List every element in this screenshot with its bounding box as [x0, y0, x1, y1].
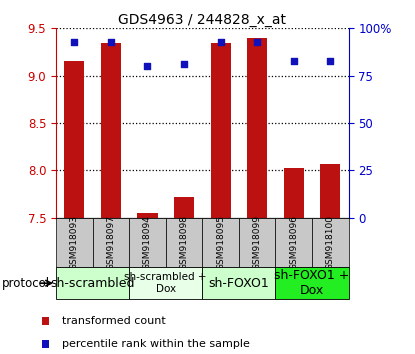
Bar: [312, 218, 349, 267]
Bar: [137, 213, 158, 218]
Text: GSM918093: GSM918093: [70, 215, 79, 270]
Bar: [276, 267, 349, 299]
Bar: [101, 42, 121, 218]
Bar: [174, 197, 194, 218]
Point: [254, 39, 261, 44]
Text: sh-FOXO1: sh-FOXO1: [208, 277, 269, 290]
Bar: [210, 42, 231, 218]
Text: GSM918098: GSM918098: [180, 215, 188, 270]
Bar: [166, 218, 203, 267]
Bar: [239, 218, 276, 267]
Bar: [320, 164, 340, 218]
Text: GSM918099: GSM918099: [253, 215, 262, 270]
Point: [71, 39, 78, 44]
Text: GSM918095: GSM918095: [216, 215, 225, 270]
Bar: [56, 218, 93, 267]
Text: sh-scrambled: sh-scrambled: [50, 277, 135, 290]
Text: GSM918094: GSM918094: [143, 215, 152, 270]
Bar: [247, 38, 267, 218]
Text: transformed count: transformed count: [61, 316, 165, 326]
Text: sh-FOXO1 +
Dox: sh-FOXO1 + Dox: [274, 269, 350, 297]
Point: [144, 63, 151, 69]
Bar: [56, 267, 129, 299]
Bar: [202, 218, 239, 267]
Bar: [202, 267, 276, 299]
Point: [181, 62, 187, 67]
Point: [107, 39, 114, 44]
Bar: [276, 218, 312, 267]
Point: [327, 58, 334, 63]
Text: percentile rank within the sample: percentile rank within the sample: [61, 339, 249, 349]
Bar: [93, 218, 129, 267]
Bar: [64, 62, 84, 218]
Point: [217, 39, 224, 44]
Text: GSM918100: GSM918100: [326, 215, 335, 270]
Point: [290, 58, 297, 63]
Bar: [129, 267, 202, 299]
Text: GSM918097: GSM918097: [106, 215, 115, 270]
Text: protocol: protocol: [2, 278, 50, 290]
Text: sh-scrambled +
Dox: sh-scrambled + Dox: [124, 272, 207, 294]
Text: GSM918096: GSM918096: [289, 215, 298, 270]
Bar: [129, 218, 166, 267]
Bar: [284, 167, 304, 218]
Title: GDS4963 / 244828_x_at: GDS4963 / 244828_x_at: [118, 13, 286, 27]
